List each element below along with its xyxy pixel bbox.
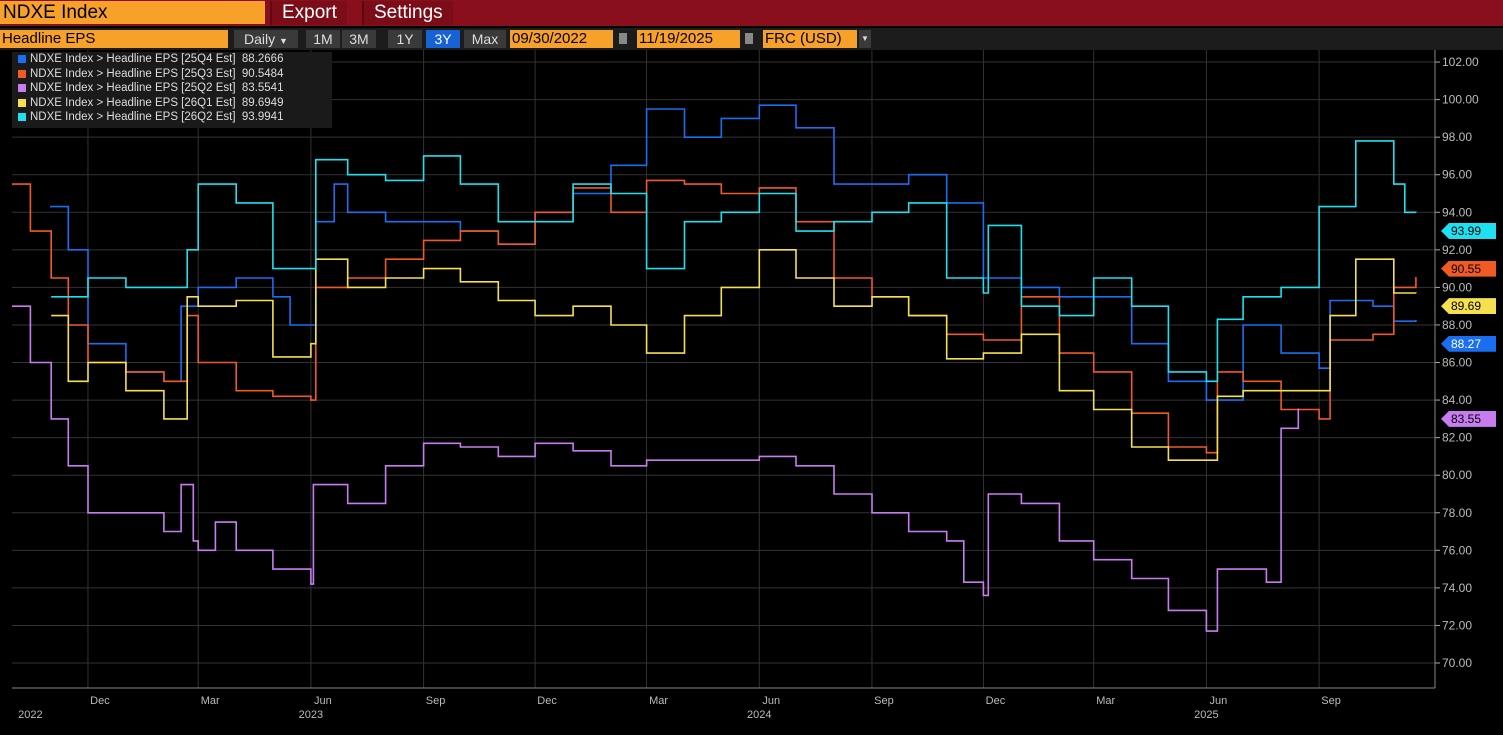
ticker-input[interactable]: NDXE Index (0, 1, 265, 24)
x-tick-label: Jun (314, 695, 332, 707)
y-tick-label: 90.00 (1442, 280, 1472, 294)
chevron-down-icon: ▼ (279, 36, 288, 46)
last-value-tag: 89.69 (1441, 298, 1496, 315)
currency-chevron-icon[interactable]: ▼ (859, 30, 871, 48)
y-tick-label: 80.00 (1442, 468, 1472, 482)
range-3y-button[interactable]: 3Y (426, 30, 460, 48)
y-tick-label: 78.00 (1442, 506, 1472, 520)
export-menu[interactable]: Export (270, 1, 347, 25)
y-tick-label: 96.00 (1442, 168, 1472, 182)
y-tick-label: 84.00 (1442, 393, 1472, 407)
range-3m-button[interactable]: 3M (342, 30, 376, 48)
series-line-3 (51, 249, 1417, 461)
legend-swatch (18, 84, 26, 92)
x-tick-label: Dec (986, 695, 1006, 707)
calendar-icon[interactable] (745, 33, 753, 44)
x-tick-label: Mar (1096, 695, 1115, 707)
legend-item[interactable]: NDXE Index > Headline EPS [26Q1 Est] 89.… (12, 96, 332, 111)
x-tick-label: Dec (537, 695, 557, 707)
y-tick-label: 74.00 (1442, 581, 1472, 595)
x-year-label: 2025 (1194, 709, 1218, 721)
x-year-label: 2024 (747, 709, 771, 721)
y-tick-label: 72.00 (1442, 618, 1472, 632)
frequency-dropdown[interactable]: Daily ▼ (234, 30, 298, 48)
last-value-tag: 83.55 (1441, 410, 1496, 427)
settings-menu[interactable]: Settings (362, 1, 453, 25)
legend-swatch (18, 113, 26, 121)
last-value-tag: 93.99 (1441, 223, 1496, 240)
x-tick-label: Dec (90, 695, 110, 707)
y-tick-label: 100.00 (1442, 93, 1479, 107)
x-tick-label: Mar (649, 695, 668, 707)
x-tick-label: Jun (762, 695, 780, 707)
range-1y-button[interactable]: 1Y (388, 30, 422, 48)
y-tick-label: 92.00 (1442, 243, 1472, 257)
series-line-0 (50, 104, 1417, 401)
legend-swatch (18, 55, 26, 63)
y-tick-label: 86.00 (1442, 356, 1472, 370)
start-date-input[interactable]: 09/30/2022 (510, 30, 613, 48)
x-tick-label: Mar (201, 695, 220, 707)
end-date-input[interactable]: 11/19/2025 (637, 30, 740, 48)
legend-swatch (18, 69, 26, 78)
legend-item[interactable]: NDXE Index > Headline EPS [25Q4 Est] 88.… (12, 52, 332, 67)
frequency-value: Daily (244, 31, 276, 47)
calendar-icon[interactable] (619, 33, 627, 44)
legend-item[interactable]: NDXE Index > Headline EPS [25Q3 Est] 90.… (12, 67, 332, 82)
currency-dropdown[interactable]: FRC (USD) (763, 30, 857, 48)
y-tick-label: 70.00 (1442, 656, 1472, 670)
y-tick-label: 98.00 (1442, 130, 1472, 144)
legend-item[interactable]: NDXE Index > Headline EPS [25Q2 Est] 83.… (12, 81, 332, 96)
y-tick-label: 94.00 (1442, 205, 1472, 219)
field-input[interactable]: Headline EPS (0, 30, 228, 48)
y-tick-label: 88.00 (1442, 318, 1472, 332)
y-tick-label: 76.00 (1442, 543, 1472, 557)
x-tick-label: Sep (874, 695, 894, 707)
y-tick-label: 82.00 (1442, 431, 1472, 445)
range-max-button[interactable]: Max (464, 30, 506, 48)
x-tick-label: Sep (426, 695, 446, 707)
x-year-label: 2022 (18, 709, 42, 721)
legend-item[interactable]: NDXE Index > Headline EPS [26Q2 Est] 93.… (12, 110, 332, 125)
last-value-tag: 90.55 (1441, 260, 1496, 277)
last-value-tag: 88.27 (1441, 335, 1496, 352)
legend: NDXE Index > Headline EPS [25Q4 Est] 88.… (12, 52, 332, 128)
x-tick-label: Jun (1210, 695, 1228, 707)
series-line-2 (12, 305, 1300, 632)
x-year-label: 2023 (299, 709, 323, 721)
range-1m-button[interactable]: 1M (306, 30, 340, 48)
y-tick-label: 102.00 (1442, 55, 1479, 69)
legend-swatch (18, 98, 26, 107)
series-line-4 (51, 140, 1417, 383)
x-tick-label: Sep (1321, 695, 1341, 707)
